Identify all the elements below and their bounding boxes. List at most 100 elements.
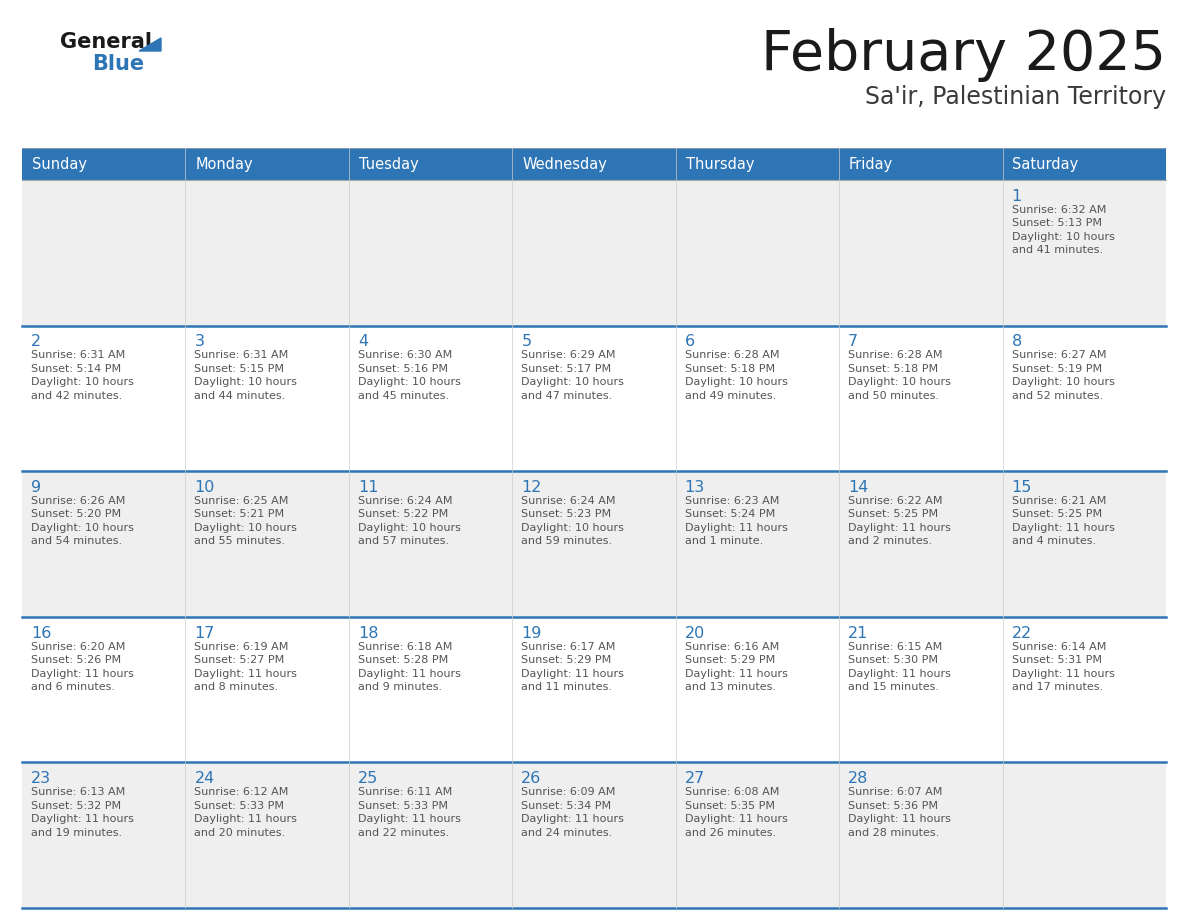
Text: Daylight: 11 hours: Daylight: 11 hours [684,814,788,824]
Text: Sunset: 5:25 PM: Sunset: 5:25 PM [848,509,939,520]
Text: Daylight: 11 hours: Daylight: 11 hours [848,668,952,678]
Bar [349,148,512,180]
Text: Sunset: 5:32 PM: Sunset: 5:32 PM [31,800,121,811]
Text: Daylight: 11 hours: Daylight: 11 hours [195,668,297,678]
Text: Daylight: 10 hours: Daylight: 10 hours [31,377,134,387]
Bar [512,148,676,180]
Text: Sunset: 5:27 PM: Sunset: 5:27 PM [195,655,285,665]
Text: Daylight: 11 hours: Daylight: 11 hours [1011,523,1114,533]
Text: Sunset: 5:19 PM: Sunset: 5:19 PM [1011,364,1101,374]
Text: Daylight: 10 hours: Daylight: 10 hours [195,523,297,533]
Text: Sunset: 5:15 PM: Sunset: 5:15 PM [195,364,284,374]
Text: 11: 11 [358,480,378,495]
Text: Saturday: Saturday [1012,156,1079,172]
Bar [23,617,185,763]
Text: Sunset: 5:33 PM: Sunset: 5:33 PM [195,800,284,811]
Text: Sunrise: 6:08 AM: Sunrise: 6:08 AM [684,787,779,797]
Text: and 44 minutes.: and 44 minutes. [195,391,285,401]
Text: February 2025: February 2025 [762,28,1165,82]
Text: Sunrise: 6:17 AM: Sunrise: 6:17 AM [522,642,615,652]
Text: Sunrise: 6:22 AM: Sunrise: 6:22 AM [848,496,942,506]
Text: Daylight: 11 hours: Daylight: 11 hours [684,523,788,533]
Text: Thursday: Thursday [685,156,754,172]
Text: Daylight: 10 hours: Daylight: 10 hours [358,377,461,387]
Text: Sunrise: 6:19 AM: Sunrise: 6:19 AM [195,642,289,652]
Text: Daylight: 11 hours: Daylight: 11 hours [31,668,134,678]
Text: Sunset: 5:29 PM: Sunset: 5:29 PM [522,655,612,665]
Text: Sunrise: 6:15 AM: Sunrise: 6:15 AM [848,642,942,652]
Bar [512,326,676,471]
Text: Sunset: 5:35 PM: Sunset: 5:35 PM [684,800,775,811]
Text: Sunset: 5:25 PM: Sunset: 5:25 PM [1011,509,1101,520]
Text: Sunrise: 6:07 AM: Sunrise: 6:07 AM [848,787,942,797]
Bar [23,763,185,908]
Bar [1003,180,1165,326]
Bar [839,180,1003,326]
Bar [676,617,839,763]
Bar [1003,617,1165,763]
Text: Daylight: 11 hours: Daylight: 11 hours [358,814,461,824]
Bar [839,617,1003,763]
Text: and 19 minutes.: and 19 minutes. [31,828,122,837]
Bar [512,471,676,617]
Text: Daylight: 11 hours: Daylight: 11 hours [31,814,134,824]
Text: Sunrise: 6:28 AM: Sunrise: 6:28 AM [848,351,942,361]
Text: and 41 minutes.: and 41 minutes. [1011,245,1102,255]
Text: 22: 22 [1011,625,1032,641]
Text: Sunset: 5:18 PM: Sunset: 5:18 PM [684,364,775,374]
Text: Sunset: 5:34 PM: Sunset: 5:34 PM [522,800,612,811]
Text: Sunset: 5:14 PM: Sunset: 5:14 PM [31,364,121,374]
Text: Daylight: 11 hours: Daylight: 11 hours [195,814,297,824]
Text: Tuesday: Tuesday [359,156,418,172]
Bar [676,763,839,908]
Bar [839,326,1003,471]
Bar [676,148,839,180]
Bar [349,617,512,763]
Text: and 52 minutes.: and 52 minutes. [1011,391,1102,401]
Text: Sunset: 5:22 PM: Sunset: 5:22 PM [358,509,448,520]
Text: and 50 minutes.: and 50 minutes. [848,391,940,401]
Text: 17: 17 [195,625,215,641]
Bar [185,148,349,180]
Text: Sunrise: 6:30 AM: Sunrise: 6:30 AM [358,351,453,361]
Bar [1003,471,1165,617]
Text: and 8 minutes.: and 8 minutes. [195,682,278,692]
Text: 1: 1 [1011,189,1022,204]
Text: Sunrise: 6:32 AM: Sunrise: 6:32 AM [1011,205,1106,215]
Text: Daylight: 11 hours: Daylight: 11 hours [1011,668,1114,678]
Text: and 15 minutes.: and 15 minutes. [848,682,940,692]
Text: Sunset: 5:36 PM: Sunset: 5:36 PM [848,800,939,811]
Text: 28: 28 [848,771,868,786]
Text: Sunset: 5:29 PM: Sunset: 5:29 PM [684,655,775,665]
Text: 8: 8 [1011,334,1022,350]
Text: 18: 18 [358,625,378,641]
Text: Sunday: Sunday [32,156,87,172]
Bar [839,471,1003,617]
Text: and 17 minutes.: and 17 minutes. [1011,682,1102,692]
Bar [185,326,349,471]
Text: 27: 27 [684,771,704,786]
Text: Sunset: 5:23 PM: Sunset: 5:23 PM [522,509,612,520]
Text: Sunrise: 6:25 AM: Sunrise: 6:25 AM [195,496,289,506]
Text: Daylight: 11 hours: Daylight: 11 hours [522,814,624,824]
Text: Sunset: 5:31 PM: Sunset: 5:31 PM [1011,655,1101,665]
Text: 6: 6 [684,334,695,350]
Bar [23,180,185,326]
Text: 12: 12 [522,480,542,495]
Text: 14: 14 [848,480,868,495]
Text: and 55 minutes.: and 55 minutes. [195,536,285,546]
Text: Daylight: 10 hours: Daylight: 10 hours [1011,377,1114,387]
Bar [839,763,1003,908]
Text: and 57 minutes.: and 57 minutes. [358,536,449,546]
Text: and 54 minutes.: and 54 minutes. [31,536,122,546]
Bar [676,471,839,617]
Text: Sunrise: 6:23 AM: Sunrise: 6:23 AM [684,496,779,506]
Text: and 4 minutes.: and 4 minutes. [1011,536,1095,546]
Bar [349,180,512,326]
Text: and 24 minutes.: and 24 minutes. [522,828,613,837]
Text: Sunset: 5:26 PM: Sunset: 5:26 PM [31,655,121,665]
Bar [349,471,512,617]
Bar [185,180,349,326]
Text: and 49 minutes.: and 49 minutes. [684,391,776,401]
Text: and 9 minutes.: and 9 minutes. [358,682,442,692]
